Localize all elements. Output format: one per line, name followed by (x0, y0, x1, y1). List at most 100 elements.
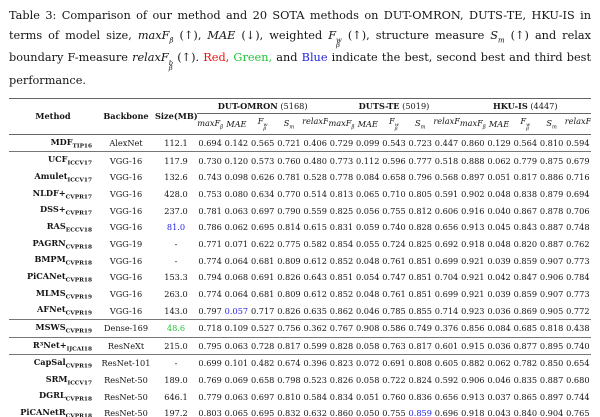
value-cell: 0.634 (250, 189, 275, 200)
size-cell: 112.1 (155, 134, 197, 153)
group-count: (5168) (280, 100, 308, 111)
size-cell: 132.6 (164, 172, 188, 183)
value-cell: 0.048 (356, 255, 380, 266)
value-cell: 0.826 (277, 272, 301, 283)
value-cell: 0.063 (224, 205, 249, 216)
value-cell: 0.055 (356, 238, 380, 249)
value-cell: 0.770 (277, 189, 301, 200)
value-cell: 0.482 (250, 358, 275, 369)
value-cell: 0.895 (538, 337, 565, 356)
metric-supsub-sub: β (263, 126, 267, 132)
backbone-cell: ResNet-50 (104, 375, 148, 386)
value-cell: 0.761 (382, 255, 406, 266)
value-cell: 0.834 (329, 391, 354, 402)
value-cell: 0.654 (566, 358, 590, 369)
caption-math-sub: β (169, 36, 174, 45)
caption-segment: (↑). (173, 51, 204, 65)
value-cell: 0.681 (250, 288, 275, 299)
value-cell: 0.721 (275, 134, 303, 153)
caption-segment: relaxF (132, 51, 169, 65)
value-cell: 0.612 (303, 288, 327, 299)
table-row: CapSalCVPR19 ResNet-101-0.699 0.101 0.482 0.… (9, 355, 591, 372)
value-cell: 0.828 (408, 222, 432, 233)
value-cell: 0.786 (198, 222, 222, 233)
value-cell: 0.777 (408, 155, 432, 166)
value-cell: 0.438 (564, 319, 591, 338)
method-name: MDF (50, 136, 73, 147)
value-cell: 0.048 (487, 189, 511, 200)
value-cell: 0.724 (382, 238, 406, 249)
value-cell: 0.740 (382, 222, 406, 233)
method-cell: SRMICCV17 (9, 372, 97, 389)
value-cell: 0.691 (382, 358, 406, 369)
value-cell: 0.755 (382, 205, 406, 216)
value-cell: 0.818 (538, 319, 565, 338)
method-venue: ICCV17 (67, 161, 92, 168)
value-cell: 0.523 (303, 375, 327, 386)
backbone-cell: VGG-16 (109, 255, 143, 266)
metric-supsub-sub: β (394, 126, 398, 132)
caption-segment: F (328, 28, 337, 42)
value-cell: 0.543 (380, 134, 408, 153)
method-venue: CVPR18 (65, 397, 92, 404)
table-row: UCFICCV17 VGG-16 117.9 0.730 0.120 0.573 0.760… (9, 152, 591, 169)
value-cell: 0.817 (513, 172, 538, 183)
value-cell: 0.591 (434, 189, 459, 200)
value-cell: 0.755 (382, 408, 406, 417)
method-name: MLMS (35, 287, 66, 298)
metric-name: relaxF (433, 115, 460, 126)
col-header-backbone: Backbone (97, 98, 155, 135)
value-cell: 0.694 (566, 189, 590, 200)
value-cell: 0.775 (277, 238, 301, 249)
value-cell: 0.855 (407, 302, 434, 320)
value-cell: 0.050 (356, 408, 380, 417)
value-cell: 0.063 (223, 337, 250, 356)
value-cell: 0.826 (275, 302, 303, 320)
value-cell: 0.681 (250, 255, 275, 266)
caption-math-supsub-sup: b (168, 58, 174, 67)
table-caption: Table 3: Comparison of our method and 20… (9, 6, 591, 91)
method-name: PAGRN (32, 237, 66, 248)
value-cell: 0.605 (434, 358, 459, 369)
value-cell: 0.658 (250, 375, 275, 386)
value-cell: 0.887 (539, 222, 564, 233)
value-cell: 0.120 (224, 155, 249, 166)
metric-header: maxFβ (197, 113, 224, 135)
value-cell: 0.907 (539, 288, 564, 299)
method-venue: CVPR19 (65, 310, 92, 317)
table-row: SRMICCV17 ResNet-50 189.0 0.769 0.069 0.658 0.… (9, 372, 591, 389)
value-cell: 0.059 (356, 222, 380, 233)
col-header-size: Size(MB) (155, 98, 197, 135)
caption-math-supsub-sup: w (336, 35, 342, 44)
backbone-cell: VGG-16 (109, 189, 143, 200)
value-cell: 0.794 (198, 272, 222, 283)
value-cell: 0.760 (277, 155, 301, 166)
method-venue: CVPR19 (65, 328, 92, 335)
value-cell: 0.796 (408, 172, 432, 183)
value-cell: 0.046 (487, 375, 511, 386)
value-cell: 0.036 (485, 337, 513, 356)
table-row: DSS+CVPR17 VGG-16 237.0 0.781 0.063 0.697 0.79… (9, 202, 591, 219)
value-cell: 0.808 (408, 358, 432, 369)
metric-name: maxF (328, 117, 352, 128)
value-cell: 0.039 (487, 288, 511, 299)
value-cell: 0.809 (277, 288, 301, 299)
method-venue: IJCAI18 (66, 346, 92, 353)
value-cell: 0.606 (434, 205, 459, 216)
value-cell: 0.767 (328, 319, 355, 338)
backbone-cell: VGG-16 (109, 272, 143, 283)
backbone-cell: AlexNet (97, 134, 155, 153)
value-cell: 0.658 (382, 172, 406, 183)
value-cell: 0.042 (487, 272, 511, 283)
value-cell: 0.048 (487, 238, 511, 249)
value-cell: 0.851 (329, 272, 354, 283)
value-cell: 0.756 (275, 319, 303, 338)
value-cell: 0.064 (224, 288, 249, 299)
col-header-method: Method (9, 98, 97, 135)
value-cell: 0.784 (566, 272, 590, 283)
value-cell: 0.527 (249, 319, 276, 338)
metric-sub: β (220, 124, 224, 131)
caption-segment: Green, (233, 51, 273, 65)
value-cell: 0.376 (433, 319, 460, 338)
metric-name: F (257, 115, 264, 126)
